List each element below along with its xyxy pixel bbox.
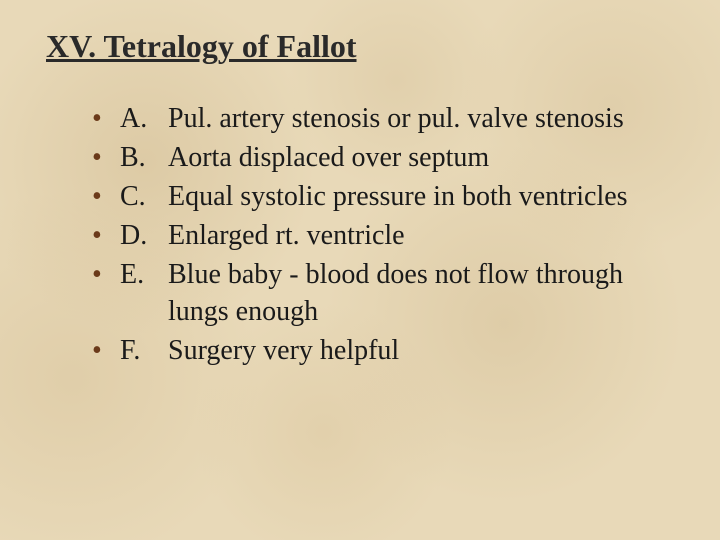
item-text: Pul. artery stenosis or pul. valve steno… [168,101,680,138]
item-letter: F. [120,333,168,370]
item-text: Enlarged rt. ventricle [168,218,680,255]
list-item: E. Blue baby - blood does not flow throu… [92,257,680,331]
item-letter: C. [120,179,168,216]
item-text: Aorta displaced over septum [168,140,680,177]
item-text: Surgery very helpful [168,333,680,370]
list-item: F. Surgery very helpful [92,333,680,370]
bullet-list: A. Pul. artery stenosis or pul. valve st… [40,101,680,370]
item-text: Equal systolic pressure in both ventricl… [168,179,680,216]
item-text: Blue baby - blood does not flow through … [168,257,680,331]
list-item: A. Pul. artery stenosis or pul. valve st… [92,101,680,138]
item-letter: A. [120,101,168,138]
list-item: B. Aorta displaced over septum [92,140,680,177]
list-item: C. Equal systolic pressure in both ventr… [92,179,680,216]
slide-container: XV. Tetralogy of Fallot A. Pul. artery s… [0,0,720,540]
item-letter: B. [120,140,168,177]
slide-title: XV. Tetralogy of Fallot [46,28,680,65]
item-letter: E. [120,257,168,331]
item-letter: D. [120,218,168,255]
list-item: D. Enlarged rt. ventricle [92,218,680,255]
